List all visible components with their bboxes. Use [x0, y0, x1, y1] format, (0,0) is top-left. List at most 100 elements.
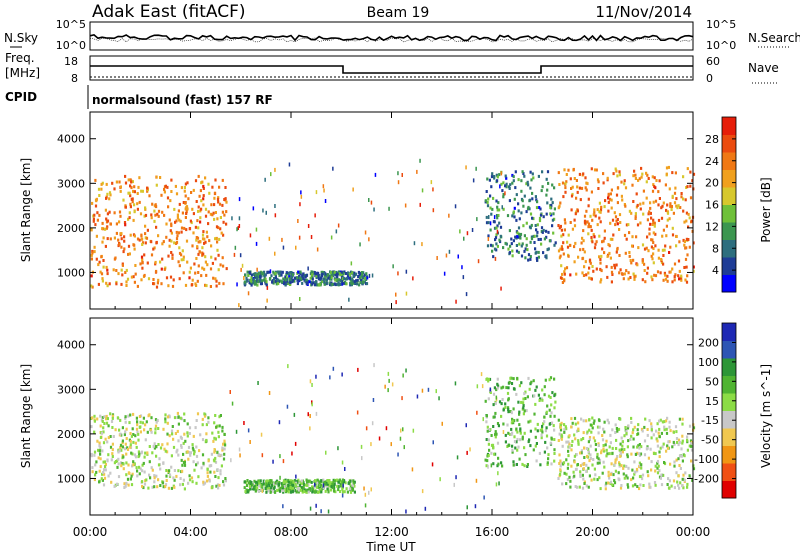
- velocity-cell: [421, 489, 424, 494]
- power-cell: [686, 274, 689, 278]
- power-cell: [343, 270, 346, 274]
- velocity-cell: [181, 469, 184, 473]
- velocity-cell: [104, 437, 107, 441]
- velocity-cell: [339, 480, 343, 484]
- velocity-cell: [548, 408, 551, 412]
- power-cell: [522, 204, 525, 208]
- power-cell: [170, 178, 173, 182]
- velocity-cell: [162, 427, 165, 431]
- velocity-cell: [618, 461, 621, 465]
- velocity-cell: [356, 410, 359, 415]
- power-cell: [646, 235, 649, 239]
- power-cell: [643, 247, 647, 251]
- power-cell: [297, 219, 299, 223]
- power-cell: [151, 202, 154, 206]
- power-colorbar-tick: 12: [705, 220, 719, 233]
- power-cell: [512, 210, 515, 214]
- velocity-cell: [677, 457, 680, 461]
- velocity-cell: [560, 435, 564, 439]
- power-cell: [132, 189, 135, 193]
- velocity-cell: [159, 467, 162, 471]
- power-cell: [550, 203, 553, 207]
- velocity-cell: [97, 456, 100, 460]
- power-cell: [197, 174, 200, 178]
- velocity-cell: [262, 482, 265, 486]
- power-cell: [609, 237, 612, 241]
- velocity-cell: [652, 433, 655, 437]
- velocity-cell: [260, 432, 263, 437]
- power-cell: [188, 270, 191, 274]
- power-cell: [497, 201, 500, 205]
- power-cell: [334, 273, 337, 277]
- velocity-cell: [626, 426, 630, 430]
- velocity-cell: [630, 421, 633, 424]
- power-cell: [689, 196, 693, 200]
- velocity-cell: [200, 466, 203, 470]
- velocity-cell: [535, 459, 538, 463]
- velocity-cell: [154, 424, 158, 428]
- power-cell: [611, 237, 614, 241]
- power-cell: [118, 210, 122, 214]
- velocity-cell: [282, 481, 285, 484]
- power-cell: [671, 194, 674, 198]
- velocity-cell: [489, 391, 492, 394]
- power-cell: [419, 202, 421, 207]
- power-cell: [150, 240, 153, 244]
- velocity-cell: [403, 445, 405, 450]
- power-cell: [131, 180, 134, 184]
- velocity-cell: [194, 426, 197, 430]
- power-cell: [143, 273, 146, 277]
- velocity-cell: [453, 482, 455, 487]
- velocity-cell: [222, 480, 225, 484]
- velocity-cell: [582, 419, 585, 423]
- power-cell: [574, 212, 577, 216]
- power-cell: [106, 212, 109, 216]
- power-cell: [495, 248, 498, 252]
- velocity-cell: [188, 426, 192, 430]
- velocity-cell: [106, 417, 109, 421]
- velocity-cell: [543, 415, 546, 419]
- power-cell: [155, 285, 159, 289]
- velocity-cell: [544, 429, 547, 433]
- x-tick-label: 16:00: [475, 525, 510, 539]
- velocity-cell: [309, 488, 312, 492]
- power-cell: [496, 224, 499, 228]
- power-cell: [520, 244, 523, 248]
- power-cell: [284, 278, 287, 282]
- velocity-cell: [297, 488, 300, 492]
- velocity-cell: [688, 424, 692, 428]
- power-cell: [274, 251, 276, 256]
- power-cell: [104, 227, 107, 231]
- power-cell: [92, 219, 95, 223]
- velocity-cell: [600, 449, 603, 453]
- power-cell: [130, 186, 133, 190]
- power-cell: [491, 249, 494, 253]
- velocity-cell: [222, 483, 226, 487]
- velocity-cell: [513, 419, 516, 423]
- power-cell: [239, 253, 242, 258]
- power-cell: [167, 284, 170, 288]
- velocity-cell: [588, 474, 591, 478]
- velocity-cell: [686, 482, 689, 486]
- velocity-cell: [666, 446, 670, 450]
- velocity-cell: [341, 493, 344, 498]
- velocity-cell: [663, 425, 666, 429]
- velocity-cell: [168, 469, 171, 473]
- velocity-cell: [300, 481, 304, 485]
- velocity-cell: [636, 451, 639, 455]
- power-cell: [657, 190, 660, 194]
- velocity-cell: [553, 406, 556, 410]
- power-cell: [133, 185, 136, 189]
- velocity-cell: [256, 487, 259, 491]
- velocity-cell: [571, 439, 574, 443]
- velocity-cell: [501, 398, 504, 401]
- velocity-cell: [285, 489, 288, 493]
- power-cell: [283, 281, 286, 285]
- power-cell: [251, 278, 255, 282]
- power-cell: [109, 193, 112, 197]
- power-cell: [646, 266, 649, 270]
- velocity-cell: [201, 438, 205, 442]
- power-cell: [341, 282, 344, 286]
- power-cell: [295, 276, 298, 280]
- power-cell: [265, 280, 268, 284]
